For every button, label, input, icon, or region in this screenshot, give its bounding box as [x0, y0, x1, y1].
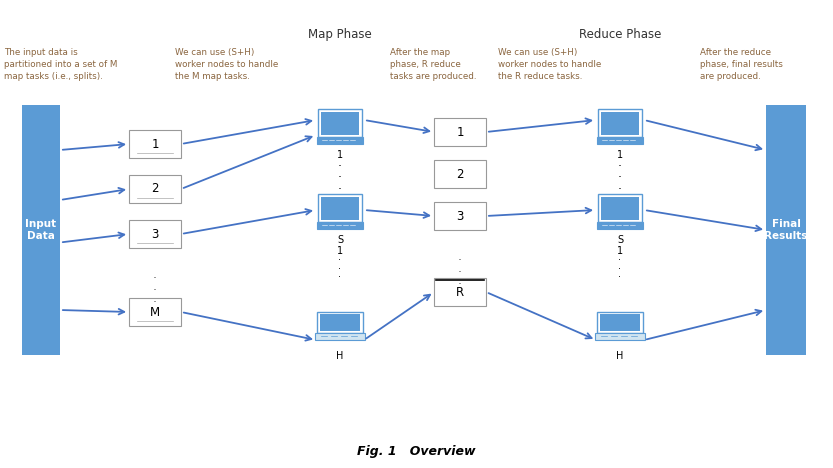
FancyBboxPatch shape [597, 222, 643, 229]
FancyBboxPatch shape [434, 278, 486, 306]
FancyBboxPatch shape [598, 110, 642, 137]
FancyBboxPatch shape [597, 137, 643, 144]
Text: ·
·
·: · · · [338, 160, 342, 196]
FancyBboxPatch shape [321, 197, 359, 219]
FancyBboxPatch shape [601, 197, 639, 219]
Text: Map Phase: Map Phase [308, 28, 372, 41]
Text: ·
·
·: · · · [458, 254, 462, 291]
Text: 2: 2 [152, 183, 159, 196]
FancyBboxPatch shape [22, 105, 60, 355]
Text: We can use (S+H)
worker nodes to handle
the M map tasks.: We can use (S+H) worker nodes to handle … [175, 48, 278, 80]
FancyBboxPatch shape [434, 160, 486, 188]
FancyBboxPatch shape [317, 137, 363, 144]
Text: 1
·
·
·: 1 · · · [337, 246, 343, 282]
FancyBboxPatch shape [317, 312, 363, 333]
FancyBboxPatch shape [595, 333, 646, 340]
FancyBboxPatch shape [434, 202, 486, 230]
FancyBboxPatch shape [434, 118, 486, 146]
Text: Fig. 1   Overview: Fig. 1 Overview [357, 445, 476, 458]
Text: H: H [337, 351, 344, 361]
FancyBboxPatch shape [315, 333, 366, 340]
FancyBboxPatch shape [129, 175, 181, 203]
Text: After the map
phase, R reduce
tasks are produced.: After the map phase, R reduce tasks are … [390, 48, 476, 80]
Text: We can use (S+H)
worker nodes to handle
the R reduce tasks.: We can use (S+H) worker nodes to handle … [498, 48, 601, 80]
Text: ·
·
·: · · · [153, 272, 157, 309]
Text: 1: 1 [617, 150, 623, 160]
FancyBboxPatch shape [317, 222, 363, 229]
Text: Final
Results: Final Results [765, 219, 808, 241]
FancyBboxPatch shape [598, 194, 642, 222]
FancyBboxPatch shape [318, 110, 362, 137]
Text: The input data is
partitioned into a set of M
map tasks (i.e., splits).: The input data is partitioned into a set… [4, 48, 117, 80]
Text: After the reduce
phase, final results
are produced.: After the reduce phase, final results ar… [700, 48, 783, 80]
FancyBboxPatch shape [320, 314, 360, 331]
Text: 3: 3 [152, 227, 159, 241]
Text: 1: 1 [152, 138, 159, 151]
Text: 1: 1 [456, 125, 464, 139]
Text: 2: 2 [456, 168, 464, 181]
Text: Reduce Phase: Reduce Phase [579, 28, 661, 41]
Text: 3: 3 [456, 210, 464, 222]
FancyBboxPatch shape [321, 112, 359, 135]
FancyBboxPatch shape [129, 220, 181, 248]
FancyBboxPatch shape [129, 298, 181, 326]
Text: S: S [617, 235, 623, 245]
FancyBboxPatch shape [766, 105, 806, 355]
Text: M: M [150, 306, 160, 319]
Text: 1
·
·
·: 1 · · · [617, 246, 623, 282]
Text: Input
Data: Input Data [26, 219, 57, 241]
FancyBboxPatch shape [129, 130, 181, 158]
FancyBboxPatch shape [601, 314, 640, 331]
Text: R: R [456, 285, 464, 299]
FancyBboxPatch shape [318, 194, 362, 222]
FancyBboxPatch shape [597, 312, 643, 333]
Text: S: S [337, 235, 343, 245]
Text: H: H [616, 351, 624, 361]
Text: ·
·
·: · · · [618, 160, 622, 196]
Text: 1: 1 [337, 150, 343, 160]
FancyBboxPatch shape [601, 112, 639, 135]
